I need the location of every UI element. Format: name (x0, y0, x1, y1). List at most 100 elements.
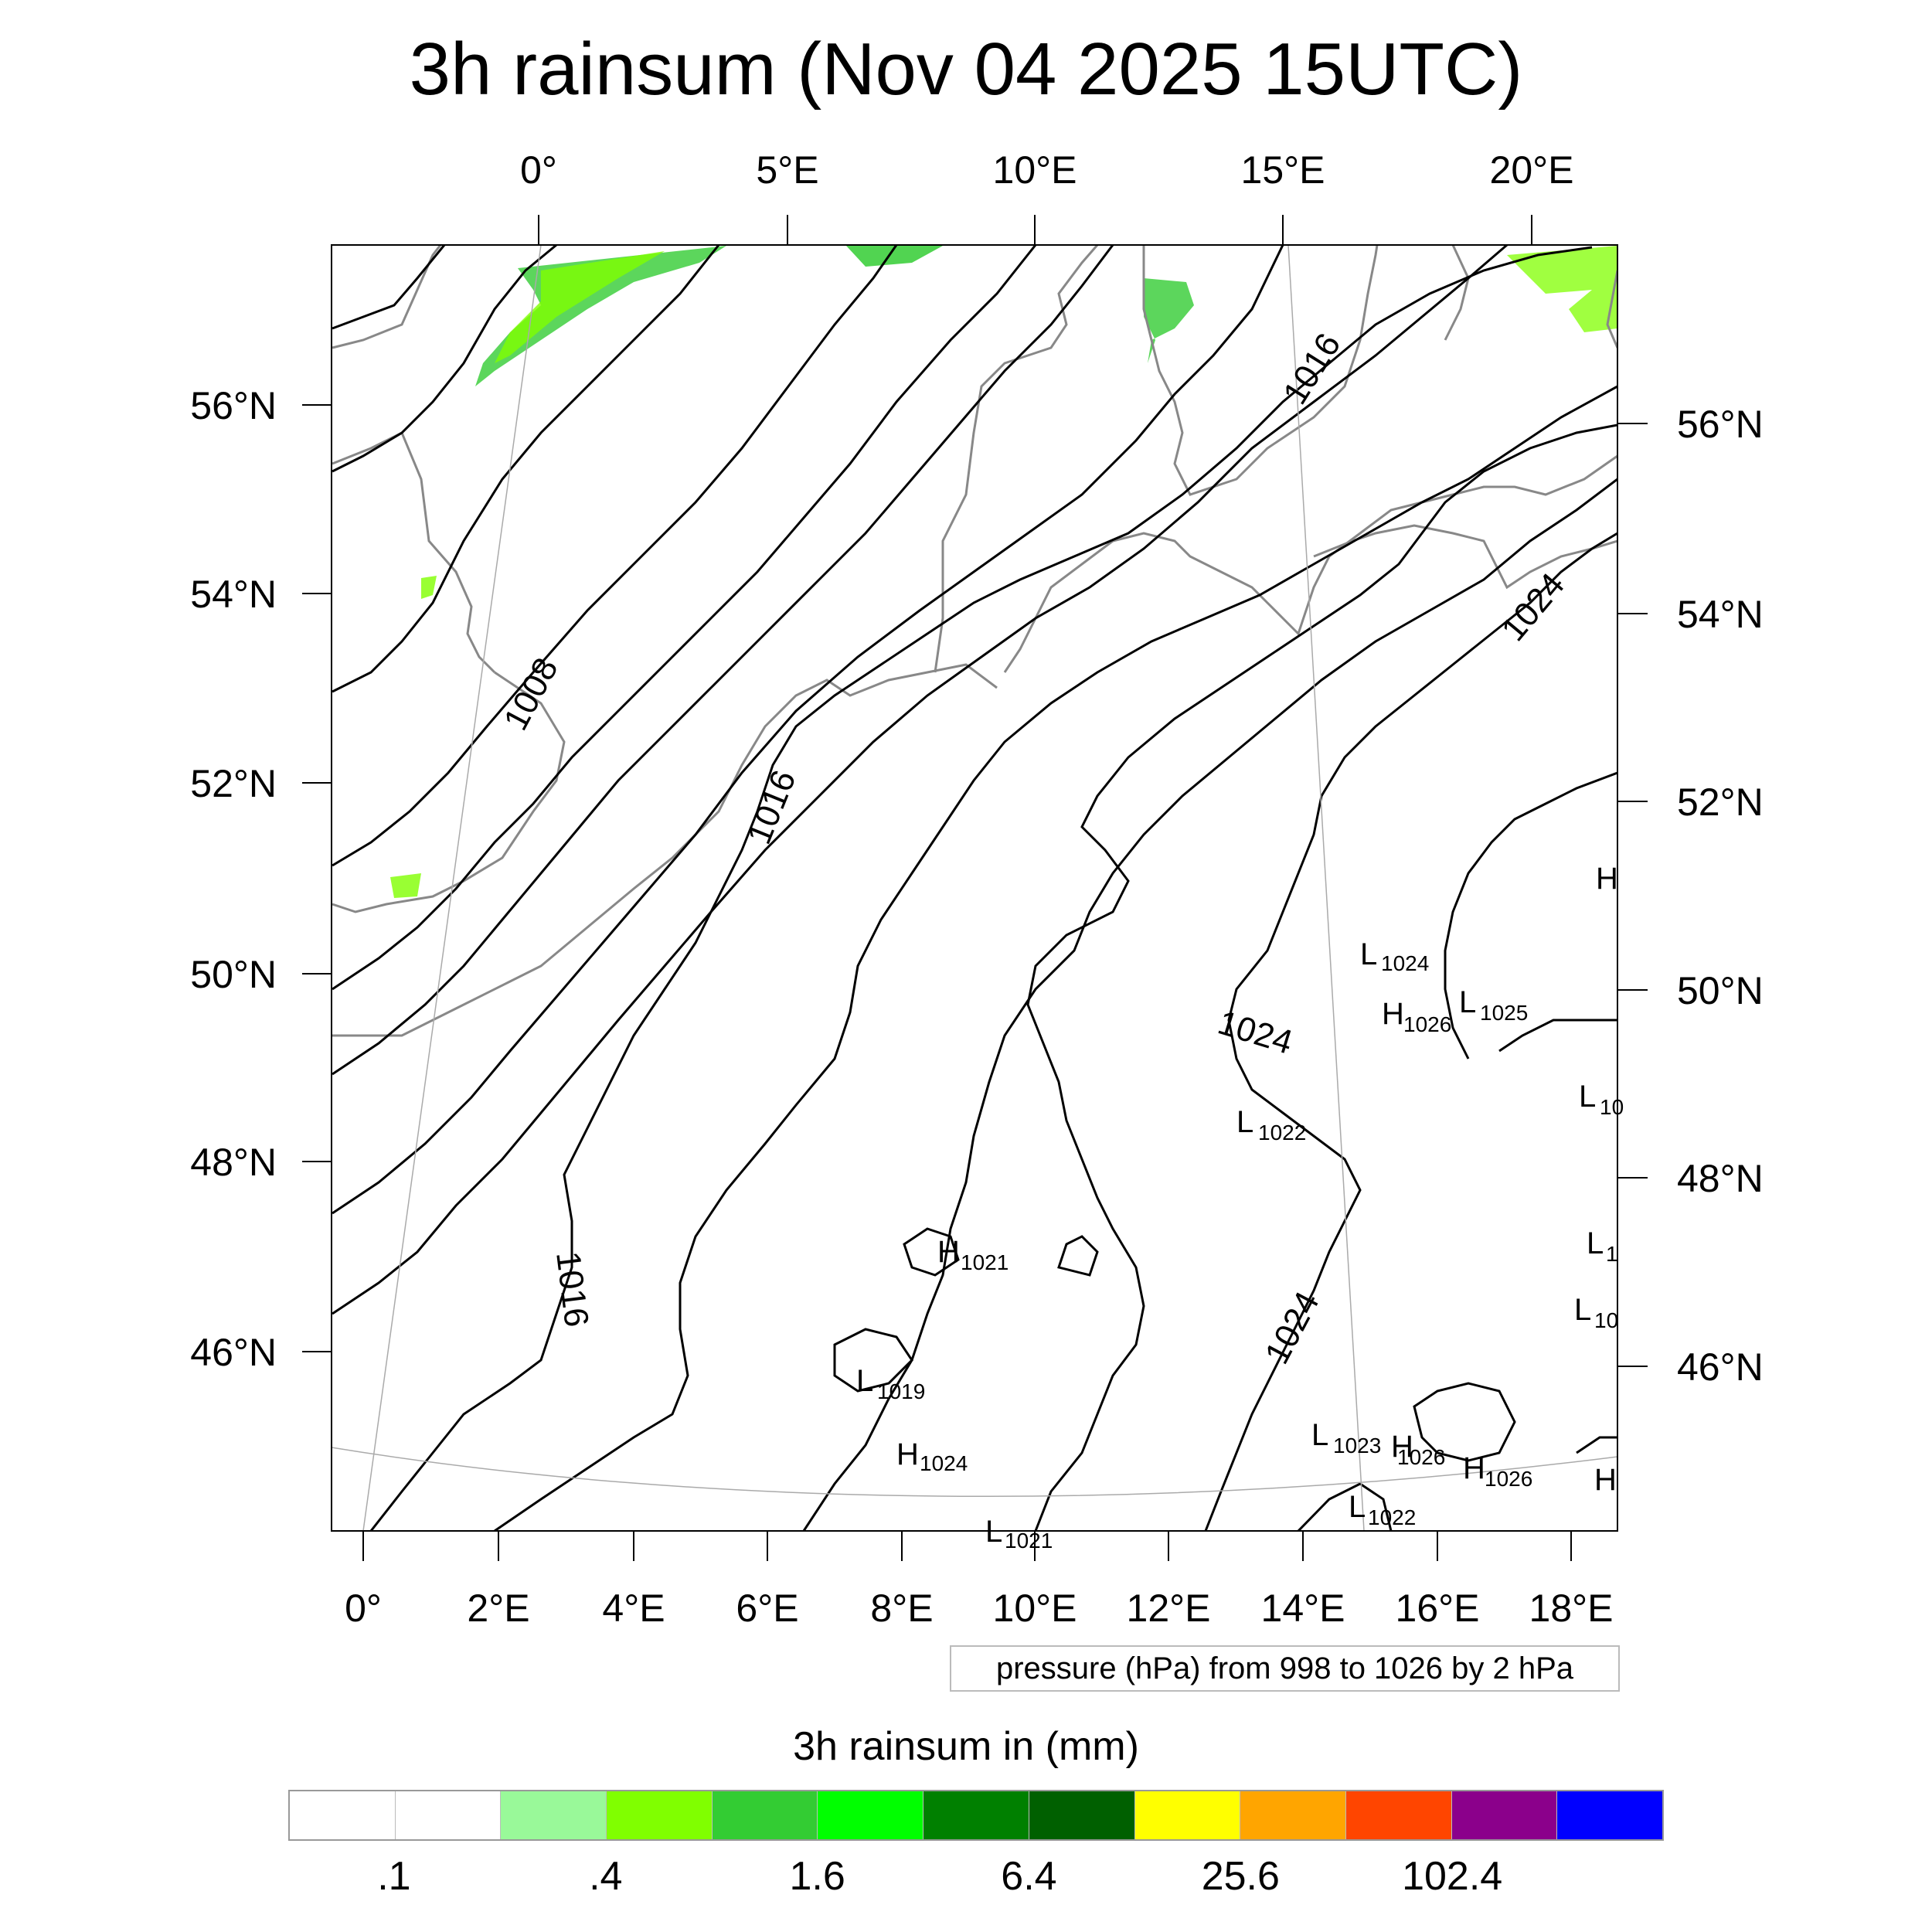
lat-tick-label: 48°N (1677, 1157, 1764, 1200)
svg-text:L: L (1236, 1105, 1253, 1139)
lat-tick-label: 46°N (1677, 1345, 1764, 1389)
lon-tick-label: 4°E (602, 1587, 665, 1630)
colorbar-swatch (818, 1791, 924, 1839)
colorbar-tick-label: 25.6 (1201, 1854, 1280, 1899)
isobar-line (1297, 1482, 1393, 1531)
lon-tick-label: 8°E (870, 1587, 933, 1630)
rain-patch (495, 251, 665, 363)
svg-text:L: L (1311, 1418, 1328, 1452)
pressure-center: L 10 (1579, 1080, 1624, 1119)
lat-tick-label: 54°N (1677, 593, 1764, 636)
top-lon-labels: 0° 5°E 10°E 15°E 20°E (520, 148, 1573, 192)
isobar-line (833, 1328, 913, 1393)
left-ticks (302, 404, 332, 1352)
pressure-center: H 1024 (896, 1437, 968, 1475)
lon-tick-label: 18°E (1529, 1587, 1614, 1630)
svg-text:1024: 1024 (920, 1451, 968, 1475)
lon-tick-label: 20°E (1490, 148, 1574, 192)
lat-tick-label: 50°N (190, 953, 277, 996)
lat-tick-label: 56°N (190, 384, 277, 427)
isobar-line (332, 245, 1284, 1215)
pressure-center: L 1025 (1459, 985, 1528, 1025)
svg-text:1022: 1022 (1368, 1505, 1416, 1529)
isobars (332, 245, 1617, 1531)
svg-text:1019: 1019 (877, 1379, 925, 1403)
lat-tick-label: 52°N (190, 762, 277, 805)
isobar-line (1057, 1235, 1099, 1277)
lat-tick-label: 52°N (1677, 781, 1764, 824)
svg-text:L: L (1579, 1080, 1596, 1114)
svg-text:1026: 1026 (1397, 1445, 1445, 1469)
lon-tick-label: 14°E (1261, 1587, 1345, 1630)
rain-patch (475, 246, 726, 386)
svg-text:L: L (1587, 1226, 1604, 1260)
pressure-center: L 10 (1574, 1293, 1618, 1332)
isobar-line (332, 245, 446, 330)
pressure-center: L 1022 (1236, 1105, 1306, 1145)
svg-text:H: H (1594, 1463, 1617, 1497)
lon-tick-label: 0° (345, 1587, 382, 1630)
isobar-line (1444, 771, 1617, 1060)
isobar-line (332, 245, 720, 693)
svg-text:L: L (985, 1515, 1002, 1549)
pressure-center: L 1021 (985, 1515, 1053, 1553)
svg-text:L: L (1574, 1293, 1591, 1327)
svg-text:10: 10 (1594, 1308, 1618, 1332)
svg-text:1024: 1024 (1381, 951, 1429, 975)
svg-text:1026: 1026 (1485, 1467, 1532, 1491)
svg-text:L: L (1459, 985, 1476, 1019)
lat-tick-label: 54°N (190, 573, 277, 616)
isobar-line (1413, 1382, 1516, 1462)
colorbar-title: 3h rainsum in (mm) (793, 1724, 1139, 1769)
right-lat-labels: 56°N 54°N 52°N 50°N 48°N 46°N (1677, 403, 1764, 1389)
colorbar-swatch (1134, 1791, 1241, 1839)
colorbar-swatch (607, 1791, 713, 1839)
lat-tick-label: 46°N (190, 1331, 277, 1374)
isobar-line (332, 245, 557, 473)
svg-text:H: H (1382, 997, 1404, 1031)
pressure-centers: L 1024 H 1026 L 1025 L 1022 H 1021 L 1019 H 102… (856, 862, 1624, 1553)
rain-patch (1507, 246, 1617, 332)
colorbar-tick-label: .4 (589, 1854, 623, 1899)
svg-text:1021: 1021 (961, 1250, 1009, 1274)
isobar-line (369, 246, 1593, 1531)
lon-tick-label: 6°E (736, 1587, 798, 1630)
isobar-label: 1016 (549, 1250, 596, 1329)
svg-text:1025: 1025 (1480, 1001, 1528, 1025)
lon-tick-label: 12°E (1127, 1587, 1211, 1630)
svg-text:L: L (1349, 1490, 1366, 1524)
pressure-info-box: pressure (hPa) from 998 to 1026 by 2 hPa (950, 1645, 1620, 1692)
lat-tick-label: 48°N (190, 1141, 277, 1184)
svg-text:H: H (1391, 1430, 1413, 1464)
colorbar-swatch (1029, 1791, 1135, 1839)
colorbar-ticks: .1 .4 1.6 6.4 25.6 102.4 (288, 1851, 1664, 1905)
isobar-line (332, 245, 1114, 1076)
colorbar-swatch (395, 1791, 502, 1839)
svg-text:10: 10 (1600, 1095, 1624, 1119)
pressure-center: L 1023 (1311, 1418, 1381, 1458)
lat-tick-label: 50°N (1677, 969, 1764, 1012)
colorbar-swatch (1345, 1791, 1452, 1839)
colorbar (288, 1790, 1664, 1841)
colorbar-tick-label: 1.6 (789, 1854, 845, 1899)
rain-patch (421, 576, 437, 599)
lon-tick-label: 10°E (993, 1587, 1077, 1630)
right-ticks (1617, 423, 1648, 1367)
svg-text:H: H (937, 1235, 960, 1269)
svg-text:1026: 1026 (1403, 1012, 1451, 1036)
colorbar-tick-label: .1 (377, 1854, 411, 1899)
colorbar-tick-label: 102.4 (1402, 1854, 1503, 1899)
svg-text:L: L (856, 1364, 873, 1398)
isobar-line (1498, 1019, 1617, 1053)
lon-tick-label: 15°E (1241, 148, 1325, 192)
bottom-ticks (362, 1531, 1572, 1561)
colorbar-swatch (712, 1791, 818, 1839)
colorbar-swatch (290, 1791, 396, 1839)
isobar-line (332, 245, 1037, 991)
pressure-center: H 1021 (937, 1235, 1009, 1274)
svg-text:1023: 1023 (1333, 1434, 1381, 1458)
rain-patch (846, 246, 943, 267)
rain-patch (390, 873, 421, 898)
